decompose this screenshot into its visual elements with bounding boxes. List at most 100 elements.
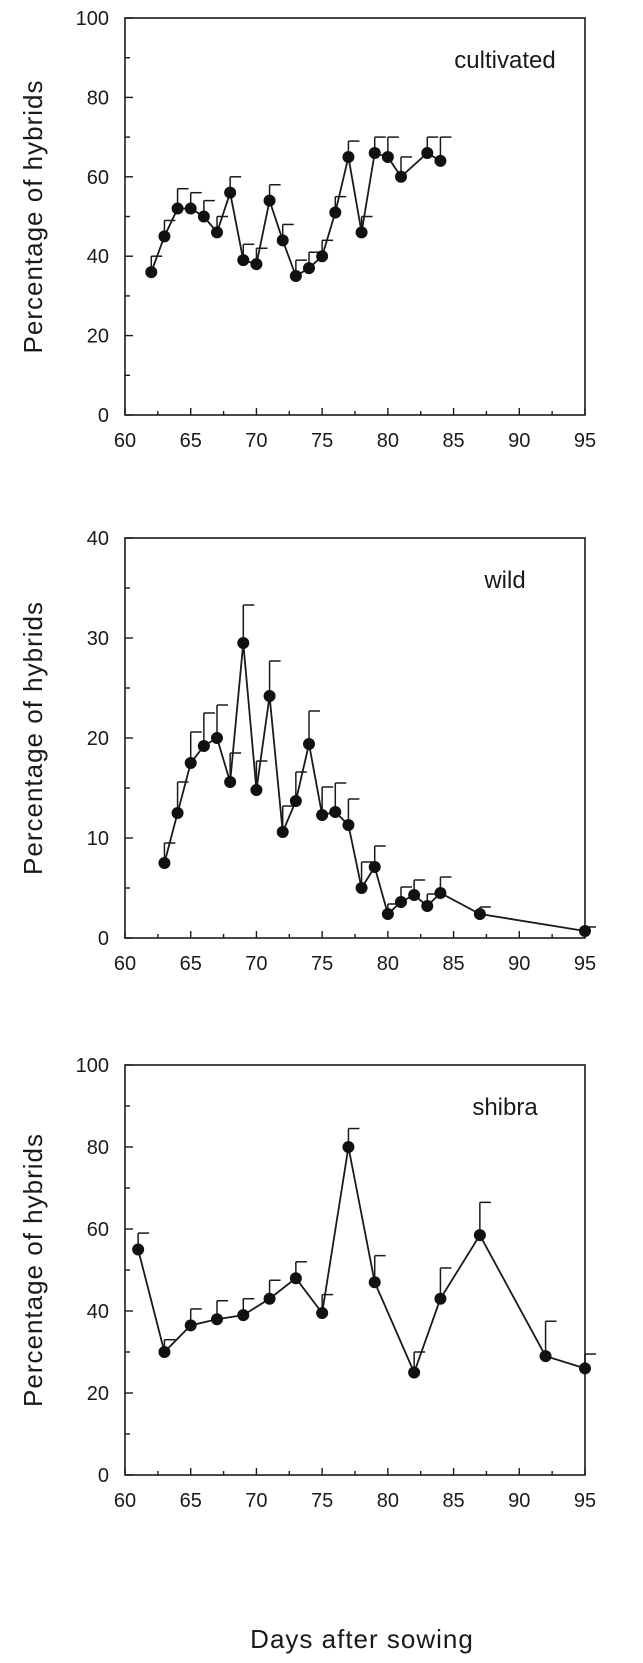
data-point [434, 154, 447, 167]
y-axis-title: Percentage of hybrids [18, 80, 48, 354]
y-tick-label: 40 [87, 1301, 109, 1323]
data-point [473, 1229, 486, 1242]
data-point [224, 186, 237, 199]
y-tick-label: 40 [87, 528, 109, 550]
data-point [434, 887, 447, 899]
data-point [473, 908, 486, 920]
data-point [579, 1362, 591, 1375]
y-axis-title: Percentage of hybrids [18, 601, 48, 875]
x-tick-label: 65 [180, 1490, 202, 1512]
y-tick-label: 100 [76, 8, 109, 30]
data-point [434, 1292, 447, 1305]
y-tick-label: 60 [87, 1219, 109, 1241]
x-tick-label: 80 [377, 1490, 399, 1512]
y-tick-label: 100 [76, 1055, 109, 1077]
chart-panel-shibra: 60 65 70 75 80 85 90 95 0 20 40 60 80 100 Percentage o… [18, 1055, 596, 1512]
data-point [197, 210, 210, 223]
data-point [342, 819, 355, 831]
x-tick-label: 60 [114, 430, 136, 452]
data-point [158, 857, 171, 869]
data-point [289, 270, 302, 283]
plot-frame [124, 17, 586, 416]
data-point [316, 809, 329, 821]
data-point [237, 1309, 250, 1322]
data-point [368, 146, 381, 159]
x-tick-label: 70 [245, 953, 267, 975]
x-axis-title: Days after sowing [250, 1624, 474, 1654]
data-point [184, 757, 197, 769]
data-point [316, 1307, 329, 1320]
x-tick-label: 80 [377, 430, 399, 452]
data-point [421, 146, 434, 159]
x-tick-label: 95 [574, 1490, 596, 1512]
x-tick-label: 85 [442, 430, 464, 452]
data-point [184, 202, 197, 215]
x-tick-label: 75 [311, 953, 333, 975]
data-point [237, 254, 250, 267]
y-tick-label: 60 [87, 167, 109, 189]
y-tick-label: 20 [87, 1383, 109, 1405]
data-point [329, 806, 342, 818]
data-point [355, 882, 368, 894]
data-point [539, 1350, 552, 1363]
y-tick-label: 10 [87, 828, 109, 850]
data-point [263, 1292, 276, 1305]
series-line [150, 151, 441, 278]
x-tick-label: 65 [180, 953, 202, 975]
data-point [355, 226, 368, 239]
x-tick-label: 70 [245, 430, 267, 452]
data-point [211, 732, 223, 744]
data-point [368, 861, 381, 873]
x-tick-label: 65 [180, 430, 202, 452]
data-point [158, 1346, 171, 1358]
panel-label: shibra [472, 1094, 538, 1121]
data-point [263, 194, 276, 207]
data-point [395, 170, 407, 183]
data-point [250, 258, 263, 271]
data-point [408, 889, 421, 901]
x-tick-label: 75 [311, 1490, 333, 1512]
data-point [289, 795, 302, 807]
y-tick-label: 0 [98, 928, 109, 950]
y-tick-label: 20 [87, 326, 109, 348]
data-point [184, 1319, 197, 1332]
data-point [408, 1366, 421, 1379]
data-point [224, 776, 237, 788]
data-point [276, 234, 289, 247]
data-point [303, 738, 315, 750]
y-tick-label: 30 [87, 628, 109, 650]
x-tick-label: 75 [311, 430, 333, 452]
data-point [342, 1141, 355, 1153]
data-point [368, 1276, 381, 1289]
data-point [381, 150, 394, 163]
plot-frame [124, 1064, 586, 1476]
chart-panel-cultivated: 60 65 70 75 80 85 90 95 0 20 40 60 80 100 Percentage o… [18, 8, 596, 452]
chart-panel-wild: 60 65 70 75 80 85 90 95 0 10 20 30 40 Percentage of h… [18, 528, 596, 975]
data-point [381, 908, 394, 920]
x-tick-label: 90 [508, 430, 530, 452]
x-tick-label: 85 [442, 1490, 464, 1512]
panel-label: wild [483, 567, 525, 594]
x-tick-label: 90 [508, 953, 530, 975]
x-tick-label: 95 [574, 430, 596, 452]
data-point [158, 230, 171, 243]
series-line [137, 1146, 586, 1375]
data-point [171, 807, 184, 819]
data-point [250, 784, 263, 796]
panel-label: cultivated [454, 47, 555, 74]
data-point [211, 226, 223, 239]
y-tick-label: 0 [98, 405, 109, 427]
y-axis-title: Percentage of hybrids [18, 1133, 48, 1407]
y-tick-label: 80 [87, 87, 109, 109]
data-point [329, 206, 342, 219]
data-point [289, 1272, 302, 1285]
data-point [132, 1243, 145, 1256]
data-point [342, 150, 355, 163]
x-tick-label: 95 [574, 953, 596, 975]
x-tick-label: 85 [442, 953, 464, 975]
y-tick-label: 20 [87, 728, 109, 750]
data-point [579, 925, 591, 937]
plot-frame [124, 537, 586, 939]
data-point [171, 202, 184, 215]
